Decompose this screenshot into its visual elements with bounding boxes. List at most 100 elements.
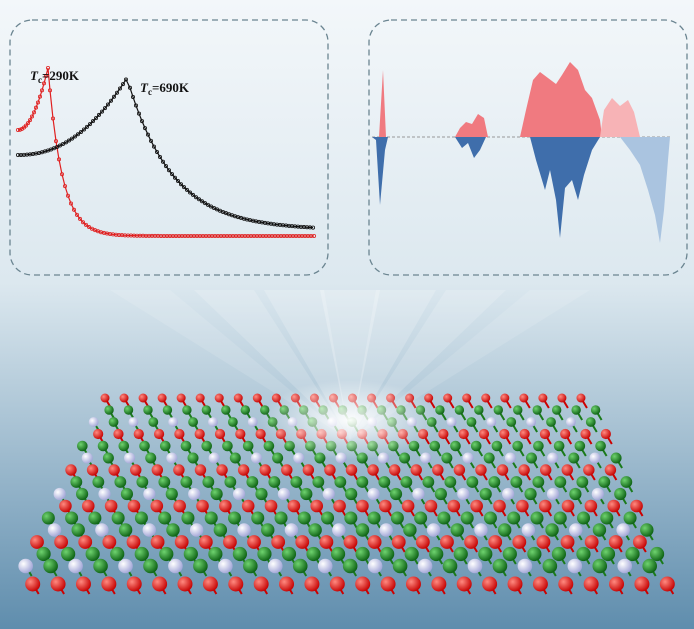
curve-dot (208, 204, 213, 209)
atom (391, 535, 406, 549)
atom (208, 452, 220, 464)
atom (512, 440, 523, 452)
atom (310, 499, 324, 513)
atom (634, 576, 650, 592)
atom (85, 546, 100, 562)
atom (281, 546, 297, 562)
curve-dot (181, 185, 186, 190)
atom (456, 576, 472, 592)
atom (478, 428, 490, 440)
atom (252, 393, 262, 403)
curve-dot (36, 100, 41, 105)
curve-dot (40, 88, 45, 93)
atom (380, 546, 395, 562)
atom (180, 440, 192, 452)
atom (404, 546, 419, 562)
atom (345, 487, 358, 501)
atom (214, 393, 224, 403)
atom (553, 440, 565, 452)
atom (536, 535, 551, 549)
curve-dot (136, 111, 141, 116)
atom (607, 499, 621, 513)
curve-dot (76, 132, 81, 137)
atom (152, 576, 168, 592)
atom (378, 476, 391, 488)
atom (168, 558, 183, 574)
atom (458, 428, 469, 440)
atom (71, 523, 85, 537)
atom (302, 464, 315, 476)
curve-dot (205, 202, 210, 207)
curve-dot (310, 225, 315, 230)
atom (59, 499, 72, 513)
curve-dot (29, 114, 34, 119)
atom (632, 535, 647, 549)
atom (608, 535, 623, 549)
atom (183, 546, 198, 562)
atom (295, 535, 310, 549)
atom (195, 393, 205, 403)
atom (101, 576, 117, 592)
atom (198, 535, 213, 549)
atom (151, 464, 164, 476)
atom (268, 476, 281, 488)
curve-dot (66, 193, 71, 198)
atom (499, 428, 510, 440)
atom (284, 523, 299, 537)
atom (504, 452, 516, 464)
atom (174, 428, 185, 440)
atom (136, 476, 149, 488)
atom (180, 476, 193, 488)
atom (267, 558, 283, 574)
atom (88, 417, 99, 427)
curve-dot (157, 154, 162, 159)
atom (649, 546, 665, 562)
curve-dot (63, 184, 68, 189)
atom (334, 476, 347, 488)
atom (507, 511, 521, 525)
atom (224, 476, 237, 488)
atom (324, 464, 336, 476)
beam (320, 290, 380, 440)
atom (343, 535, 358, 549)
curve-dot (42, 81, 47, 86)
atom (614, 487, 627, 501)
atom (442, 558, 458, 574)
atom (399, 452, 411, 464)
atom (426, 523, 441, 537)
atom (255, 428, 266, 440)
atom (297, 511, 311, 525)
curve-dot (196, 197, 201, 202)
dos-down (372, 137, 600, 238)
atom (81, 452, 93, 464)
atom (642, 558, 658, 574)
atom (616, 523, 630, 537)
atom (389, 487, 403, 501)
dos-up-light (600, 98, 640, 137)
atom (128, 417, 139, 427)
atom (93, 428, 104, 440)
atom (630, 499, 643, 513)
atom (202, 576, 218, 592)
atom (506, 417, 517, 427)
atom (253, 576, 269, 592)
atom (454, 405, 465, 415)
atom (25, 576, 41, 592)
atom (114, 476, 127, 488)
atom (444, 476, 457, 488)
atom (429, 546, 444, 562)
atom (118, 440, 130, 452)
atom (532, 576, 548, 592)
atom (119, 393, 129, 403)
curve-dot (148, 138, 153, 143)
atom (123, 405, 134, 415)
atom (259, 464, 271, 476)
curve (17, 78, 314, 229)
curve-dot (79, 129, 84, 134)
curve-dot (51, 116, 56, 121)
atom (420, 452, 432, 464)
atom (533, 440, 544, 452)
atom (134, 546, 149, 562)
atom (41, 511, 55, 525)
curve-dot (78, 216, 83, 221)
